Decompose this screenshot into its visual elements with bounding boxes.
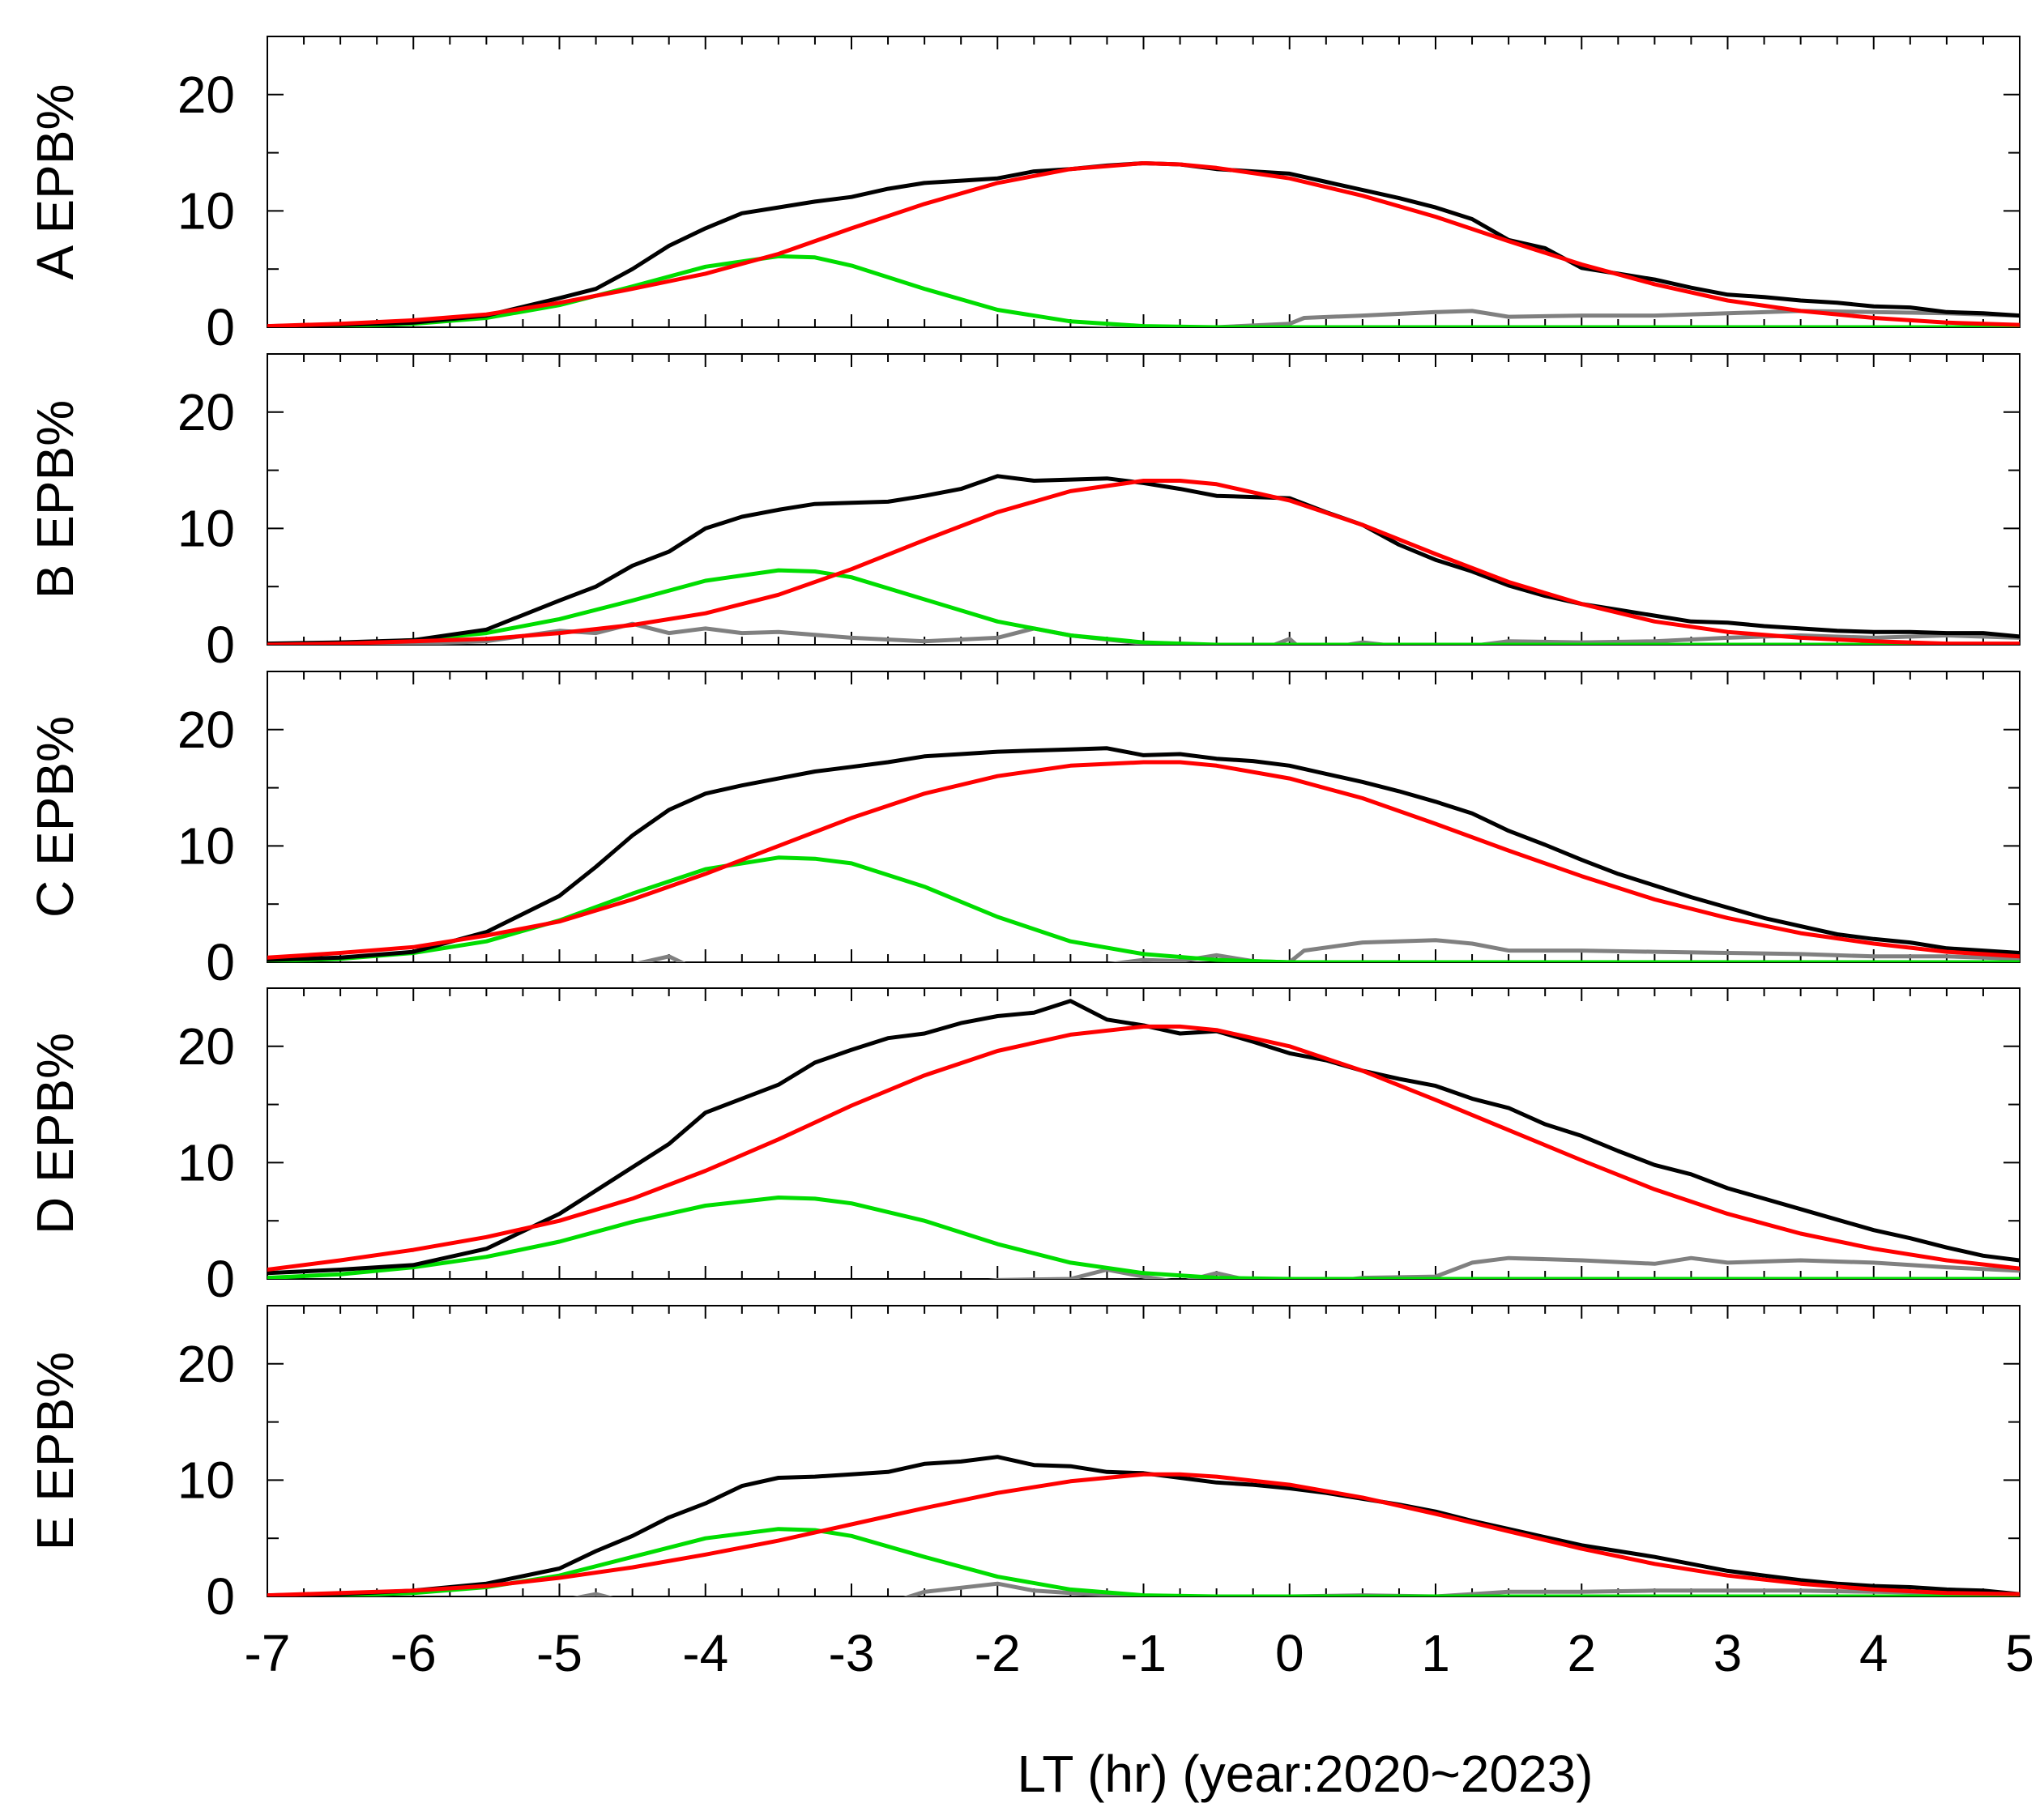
panel-c-line-gaussian-component-1 [267,855,2020,962]
panel-a-line-total-fit [267,161,2020,327]
panel-d-series [267,999,2020,1279]
panels: 0 10 20 A EPB% 0 10 20 B EPB% 0 10 20 C EPB% 0 10 20 D … [26,36,2021,1626]
panel-b-y-tick-label: 20 [177,383,235,441]
panel-a-frame [267,36,2021,328]
panel-b-y-axis-label: B EPB% [26,400,84,599]
panel-c-line-observed [267,746,2020,962]
panel-b-series [267,474,2020,645]
panel-a-y-axis-label: A EPB% [26,84,84,280]
panel-d-y-axis-label: D EPB% [26,1033,84,1234]
x-tick-label: -4 [682,1624,728,1682]
x-tick-labels: -7 -6 -5 -4 -3 -2 -1 0 1 2 3 4 5 [245,1624,2034,1682]
panel-b-y-tick-label: 10 [177,499,235,557]
panel-b-line-total-fit [267,479,2020,645]
panel-a-series [267,161,2020,327]
panel-e-y-tick-label: 0 [206,1567,235,1626]
panel-b-line-gaussian-component-1 [267,568,2020,645]
x-tick-label: 3 [1713,1624,1743,1682]
x-tick-label: 0 [1275,1624,1304,1682]
panel-b-y-tick-label: 0 [206,616,235,674]
panel-a-y-tick-label: 10 [177,181,235,240]
panel-e-y-tick-label: 10 [177,1451,235,1509]
panel-d-y-tick-label: 0 [206,1250,235,1308]
x-tick-label: -5 [536,1624,582,1682]
x-tick-label: 5 [2005,1624,2034,1682]
panel-d-line-gaussian-component-1 [267,1196,2020,1279]
panel-d-y-tick-label: 10 [177,1133,235,1191]
panel-b-line-observed [267,474,2020,645]
panel-e-series [267,1455,2020,1596]
x-axis-label: LT (hr) (year:2020~2023) [1018,1745,1594,1803]
panel-c-y-tick-label: 20 [177,701,235,759]
panel-c: 0 10 20 C EPB% [26,671,2021,991]
x-tick-label: 2 [1567,1624,1596,1682]
panel-e-line-residual [267,1581,2020,1596]
panel-c-y-tick-label: 10 [177,816,235,875]
panel-e-line-total-fit [267,1472,2020,1596]
panel-a: 0 10 20 A EPB% [26,36,2021,356]
panel-c-frame [267,671,2021,963]
panel-a-y-tick-label: 0 [206,298,235,356]
panel-c-y-axis-label: C EPB% [26,716,84,918]
panel-d-y-tick-label: 20 [177,1017,235,1076]
panel-c-line-total-fit [267,760,2020,960]
x-tick-label: -7 [245,1624,291,1682]
panel-c-series [267,746,2020,962]
x-tick-label: -1 [1120,1624,1167,1682]
x-tick-label: -3 [829,1624,875,1682]
panel-e-frame [267,1305,2021,1597]
panel-a-line-observed [267,161,2020,327]
panel-c-line-residual [634,938,2020,962]
panel-e-line-observed [267,1455,2020,1596]
panel-d-line-observed [267,999,2020,1276]
panel-d-frame [267,987,2021,1280]
panel-a-y-tick-label: 20 [177,66,235,124]
panel-d-line-total-fit [267,1024,2020,1272]
panel-b: 0 10 20 B EPB% [26,353,2021,674]
panel-d-line-residual [988,1255,2020,1279]
panel-d: 0 10 20 D EPB% [26,987,2021,1308]
x-tick-label: 1 [1421,1624,1450,1682]
panel-c-y-tick-label: 0 [206,933,235,991]
x-tick-label: -2 [975,1624,1021,1682]
x-tick-label: 4 [1859,1624,1888,1682]
panel-e-y-axis-label: E EPB% [26,1352,84,1550]
panel-e: 0 10 20 E EPB% [26,1305,2021,1626]
panel-a-line-gaussian-component-1 [267,254,2020,327]
x-tick-label: -6 [390,1624,437,1682]
panel-a-line-residual [267,309,2020,327]
panel-b-frame [267,353,2021,646]
panel-e-y-tick-label: 20 [177,1335,235,1393]
